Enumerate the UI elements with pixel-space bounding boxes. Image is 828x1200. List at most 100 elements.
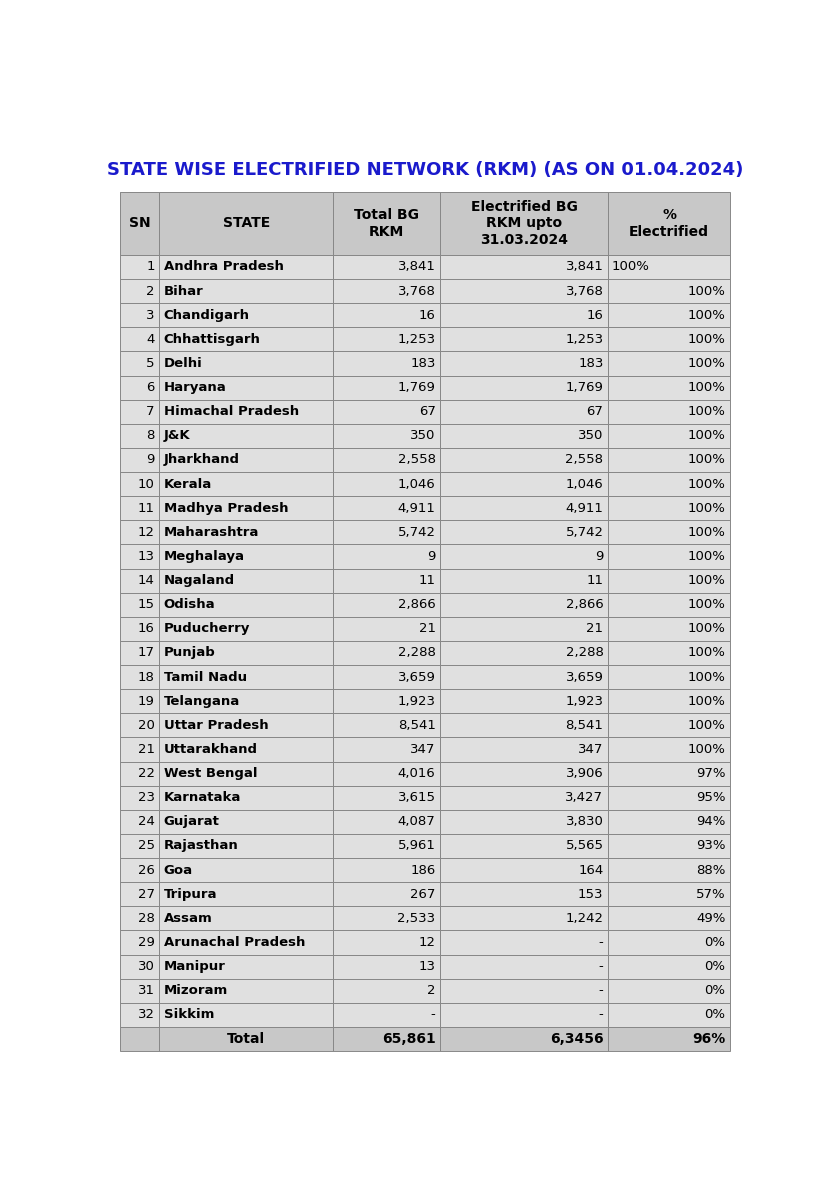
Bar [159,954,333,979]
Bar [159,448,333,472]
Text: 2,533: 2,533 [397,912,435,925]
Bar [119,762,159,786]
Bar [440,496,607,521]
Bar [333,472,440,496]
Text: Goa: Goa [164,864,193,876]
Bar [119,496,159,521]
Bar [159,352,333,376]
Bar [159,882,333,906]
Bar [119,930,159,954]
Text: 10: 10 [137,478,155,491]
Text: 3,659: 3,659 [565,671,603,684]
Bar [333,521,440,545]
Bar [119,979,159,1003]
Bar [333,521,440,545]
Bar [607,496,729,521]
Text: STATE: STATE [223,216,270,230]
Bar [607,254,729,280]
Text: 0%: 0% [704,1008,724,1021]
Text: 100%: 100% [687,719,724,732]
Text: Puducherry: Puducherry [164,623,250,635]
Bar [159,254,333,280]
Text: 32: 32 [137,1008,155,1021]
Text: 9: 9 [426,550,435,563]
Bar [333,448,440,472]
Text: 21: 21 [137,743,155,756]
Text: 11: 11 [585,574,603,587]
Text: 97%: 97% [696,767,724,780]
Bar [159,521,333,545]
Bar [607,192,729,254]
Text: 350: 350 [577,430,603,443]
Bar [440,569,607,593]
Bar [119,545,159,569]
Bar [333,689,440,713]
Bar [119,328,159,352]
Bar [159,930,333,954]
Bar [607,280,729,304]
Text: 1,769: 1,769 [397,382,435,394]
Bar [159,496,333,521]
Bar [440,424,607,448]
Bar [607,328,729,352]
Bar [333,834,440,858]
Text: Assam: Assam [164,912,212,925]
Bar [333,882,440,906]
Bar [119,930,159,954]
Bar [119,786,159,810]
Bar [119,665,159,689]
Bar [440,352,607,376]
Bar [440,254,607,280]
Bar [333,1003,440,1027]
Bar [333,786,440,810]
Text: 183: 183 [577,356,603,370]
Text: 18: 18 [137,671,155,684]
Text: Karnataka: Karnataka [164,791,241,804]
Bar [119,689,159,713]
Text: SN: SN [128,216,150,230]
Bar [119,906,159,930]
Bar [333,858,440,882]
Bar [440,304,607,328]
Bar [159,472,333,496]
Bar [159,786,333,810]
Bar [333,254,440,280]
Bar [333,545,440,569]
Text: -: - [598,1008,603,1021]
Bar [440,192,607,254]
Bar [119,882,159,906]
Text: 4,911: 4,911 [397,502,435,515]
Bar [333,352,440,376]
Bar [159,376,333,400]
Text: 16: 16 [137,623,155,635]
Text: 5,742: 5,742 [565,526,603,539]
Text: 1,923: 1,923 [565,695,603,708]
Bar [440,786,607,810]
Bar [440,954,607,979]
Bar [333,713,440,737]
Bar [159,810,333,834]
Text: 3,830: 3,830 [565,815,603,828]
Bar [440,1027,607,1051]
Text: 94%: 94% [696,815,724,828]
Bar [159,593,333,617]
Text: 17: 17 [137,647,155,660]
Bar [333,665,440,689]
Bar [119,304,159,328]
Bar [333,304,440,328]
Bar [333,376,440,400]
Text: 93%: 93% [696,840,724,852]
Bar [333,192,440,254]
Bar [333,254,440,280]
Text: 100%: 100% [687,743,724,756]
Bar [333,737,440,762]
Bar [440,328,607,352]
Bar [333,762,440,786]
Bar [119,617,159,641]
Bar [607,834,729,858]
Text: 11: 11 [137,502,155,515]
Bar [119,1027,159,1051]
Text: 3: 3 [147,308,155,322]
Bar [333,496,440,521]
Text: 4: 4 [147,332,155,346]
